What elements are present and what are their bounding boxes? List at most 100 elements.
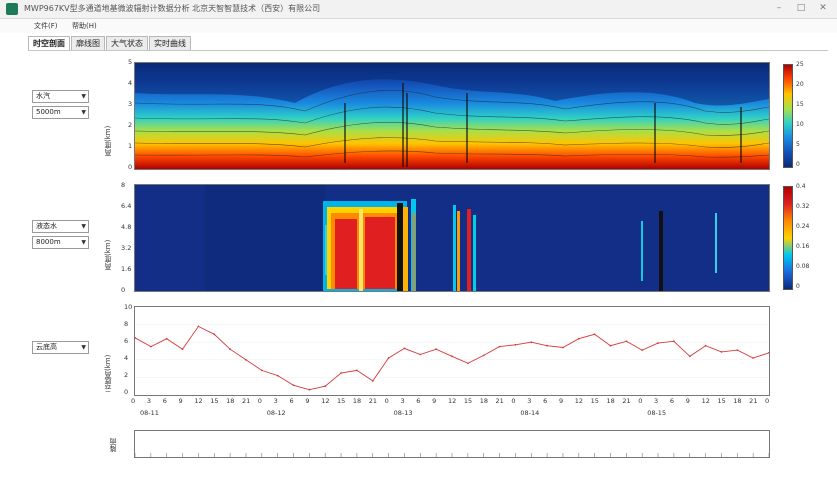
cloud-base-point xyxy=(609,344,612,347)
x-hour-tick: 15 xyxy=(337,397,346,405)
x-hour-tick: 3 xyxy=(527,397,532,405)
height-select-1-value: 5000m xyxy=(36,108,61,116)
variable-select-1-value: 水汽 xyxy=(36,92,50,100)
x-hour-tick: 12 xyxy=(701,397,710,405)
cloud-base-point xyxy=(482,354,485,357)
x-hour-tick: 3 xyxy=(273,397,278,405)
cloud-base-point xyxy=(736,349,739,351)
x-hour-tick: 18 xyxy=(733,397,742,405)
variable-select-2-value: 液态水 xyxy=(36,222,57,230)
x-hour-tick: 3 xyxy=(400,397,405,405)
height-select-2[interactable]: 8000m ▼ xyxy=(32,236,89,249)
cloud-base-point xyxy=(150,345,152,348)
x-hour-tick: 6 xyxy=(416,397,421,405)
variable-select-2[interactable]: 液态水 ▼ xyxy=(32,220,89,233)
window-controls: – □ ✕ xyxy=(773,3,829,13)
chevron-down-icon: ▼ xyxy=(81,239,86,246)
panel2-ytick: 4.8 xyxy=(121,223,132,231)
close-button[interactable]: ✕ xyxy=(819,3,827,13)
tab-divider xyxy=(28,50,828,51)
tab-atmos-state[interactable]: 大气状态 xyxy=(106,36,148,51)
panel3-ytick: 8 xyxy=(124,320,129,328)
menu-bar: 文件(F) 帮助(H) xyxy=(0,19,837,33)
chevron-down-icon: ▼ xyxy=(81,223,86,230)
cloud-base-point xyxy=(197,325,200,328)
colorbar1-tick: 0 xyxy=(796,161,800,168)
x-hour-tick: 9 xyxy=(432,397,437,405)
panel2-ytick: 8 xyxy=(121,181,126,189)
water-vapor-heatmap xyxy=(134,62,770,170)
upper-dry-band xyxy=(135,63,769,106)
cloud-base-point xyxy=(419,353,422,356)
cloud-base-point xyxy=(530,341,533,344)
title-bar: MWP967KV型多通道地基微波辐射计数据分析 北京天智智慧技术（西安）有限公司… xyxy=(0,0,837,19)
minimize-button[interactable]: – xyxy=(776,3,782,13)
x-hour-tick: 3 xyxy=(654,397,659,405)
panel1-ytick: 0 xyxy=(128,163,133,171)
variable-select-3[interactable]: 云底高 ▼ xyxy=(32,341,89,354)
x-date-label: 08-13 xyxy=(393,409,413,417)
cloud-base-point xyxy=(546,344,548,347)
cloud-base-point xyxy=(451,355,453,358)
menu-help[interactable]: 帮助(H) xyxy=(72,22,97,30)
colorbar1-tick: 5 xyxy=(796,141,800,148)
tab-strip: 时空剖面 廓线图 大气状态 实时曲线 xyxy=(28,36,192,51)
colorbar1-tick: 15 xyxy=(796,101,804,108)
cloud-base-height-chart xyxy=(134,306,770,396)
panel3-ylabel: 云底高(km) xyxy=(104,354,112,392)
panel3-ytick: 0 xyxy=(124,388,129,396)
x-hour-tick: 6 xyxy=(543,397,548,405)
cloud-base-point xyxy=(720,351,723,353)
cloud-base-point xyxy=(435,348,437,351)
colorbar2-tick: 0.24 xyxy=(796,223,810,230)
cloud-base-point xyxy=(229,348,231,351)
variable-select-1[interactable]: 水汽 ▼ xyxy=(32,90,89,103)
cloud-base-point xyxy=(245,358,247,361)
rain-spikes xyxy=(344,83,742,167)
cloud-base-point xyxy=(165,337,168,340)
x-hour-tick: 3 xyxy=(146,397,151,405)
panel1-ytick: 4 xyxy=(128,79,133,87)
colorbar2-tick: 0.16 xyxy=(796,243,810,250)
height-select-1[interactable]: 5000m ▼ xyxy=(32,106,89,119)
cloud-base-point xyxy=(625,340,628,343)
tab-time-profile[interactable]: 时空剖面 xyxy=(28,36,70,51)
cloud-base-point xyxy=(181,348,184,351)
height-select-2-value: 8000m xyxy=(36,238,61,246)
x-hour-tick: 21 xyxy=(368,397,378,405)
maximize-button[interactable]: □ xyxy=(796,3,806,13)
cloud-base-point xyxy=(276,374,279,377)
cloud-base-point xyxy=(403,347,406,350)
x-date-label: 08-14 xyxy=(520,409,540,417)
x-hour-tick: 21 xyxy=(495,397,504,405)
x-date-label: 08-12 xyxy=(266,409,286,417)
contour-lines xyxy=(135,90,769,158)
x-hour-tick: 9 xyxy=(558,397,564,405)
x-hour-tick: 9 xyxy=(305,397,310,405)
cloud-base-point xyxy=(371,380,374,382)
panel2-ytick: 3.2 xyxy=(121,244,132,252)
tab-realtime-curve[interactable]: 实时曲线 xyxy=(149,36,191,51)
cloud-base-point xyxy=(498,345,501,348)
x-hour-tick: 9 xyxy=(178,397,183,405)
cloud-base-point xyxy=(324,385,327,388)
cloud-base-point xyxy=(356,369,358,372)
cloud-base-point xyxy=(768,351,769,354)
chevron-down-icon: ▼ xyxy=(81,93,86,100)
colorbar1-tick: 20 xyxy=(796,81,804,88)
cloud-base-point xyxy=(704,344,707,347)
x-hour-tick: 0 xyxy=(257,397,262,405)
x-hour-tick: 15 xyxy=(590,397,599,405)
x-hour-tick: 21 xyxy=(241,397,251,405)
panel3-ytick: 6 xyxy=(124,337,129,345)
x-hour-tick: 12 xyxy=(321,397,330,405)
cloud-base-point xyxy=(562,346,564,349)
menu-file[interactable]: 文件(F) xyxy=(34,22,58,30)
liquid-water-heatmap xyxy=(134,184,770,292)
tab-profile-chart[interactable]: 廓线图 xyxy=(71,36,105,51)
panel3-ytick: 2 xyxy=(124,371,129,379)
x-hour-tick: 18 xyxy=(606,397,615,405)
x-hour-tick: 15 xyxy=(210,397,219,405)
colorbar2-tick: 0.32 xyxy=(796,203,810,210)
x-hour-tick: 6 xyxy=(289,397,294,405)
